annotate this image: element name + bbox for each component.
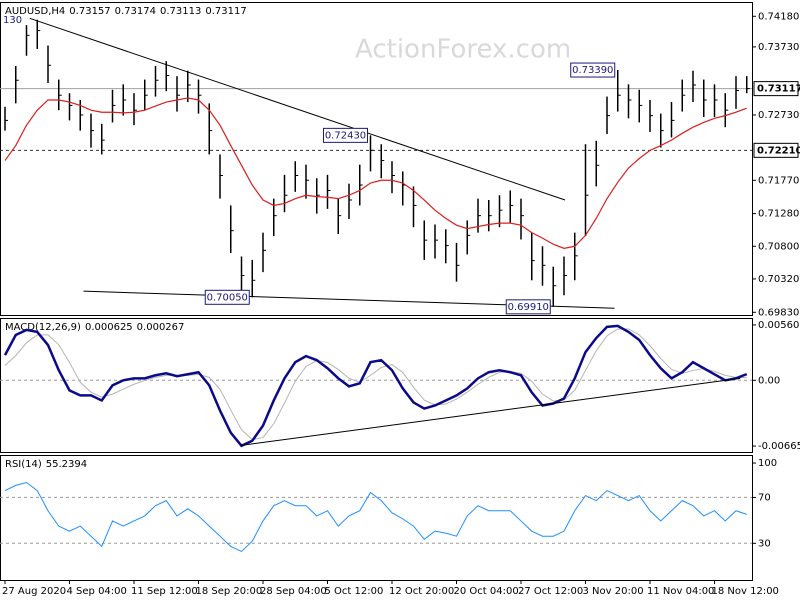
panel-frame [0,455,753,581]
panel-title: AUDUSD,H4 [5,6,65,17]
header-value: 0.000267 [137,322,185,333]
corner-label: 130 [3,15,22,26]
moving-average [4,97,747,249]
panel-header: MACD(12,26,9) 0.000625 0.000267 [5,322,184,333]
price-level-label: 0.73117 [757,84,800,95]
x-tick-label: 5 Oct 12:00 [325,586,384,597]
price-level-box [753,81,799,97]
x-tick-label: 27 Aug 2020 [2,586,66,597]
y-tick-label: 0.71280 [758,209,799,220]
macd-line [3,324,748,448]
y-tick-label: 0.74180 [758,11,799,22]
x-tick-label: 12 Oct 20:00 [389,586,454,597]
header-value: 0.73117 [205,6,246,17]
trend-line [29,17,566,201]
panel-title: MACD(12,26,9) [5,322,81,333]
rsi-line [4,481,747,553]
y-tick-label: 30 [758,538,771,549]
x-tick-label: 11 Sep 12:00 [131,586,198,597]
y-tick-label: 0.72730 [758,110,799,121]
annotation-box [570,62,616,78]
x-tick-label: 27 Oct 12:00 [518,586,583,597]
x-tick-label: 18 Sep 20:00 [196,586,263,597]
panel-title: RSI(14) [5,459,42,470]
annotation-label: 0.72430 [325,130,366,141]
x-tick-label: 3 Nov 20:00 [583,586,644,597]
annotation-label: 0.70050 [207,292,248,303]
x-tick-label: 20 Oct 04:00 [454,586,519,597]
x-tick-label: 18 Nov 12:00 [712,586,779,597]
header-value: 0.73174 [115,6,156,17]
annotation-label: 0.69910 [508,302,549,313]
header-value: 0.73157 [69,6,110,17]
panel-frame [0,318,753,453]
x-tick-label: 11 Nov 04:00 [647,586,714,597]
y-tick-label: 70 [758,492,771,503]
header-value: 0.000625 [85,322,133,333]
trend-line [240,377,741,446]
annotation-label: 0.73390 [572,65,613,76]
watermark: ActionForex.com [355,35,571,65]
x-tick-label: 4 Sep 04:00 [67,586,127,597]
y-tick-label: 0.73730 [758,42,799,53]
panel-frame [0,2,753,316]
x-tick-label: 28 Sep 04:00 [260,586,327,597]
annotation-box [323,127,368,143]
y-tick-label: 0.69830 [758,307,799,318]
panel-header: RSI(14) 55.2394 [5,459,87,470]
y-tick-label: 0.00 [758,375,780,386]
y-tick-label: -0.006656 [758,441,800,452]
annotation-box [505,299,551,315]
price-level-box [753,142,799,158]
panel-header: AUDUSD,H4 0.73157 0.73174 0.73113 0.73117 [5,6,247,17]
y-tick-label: 0.71770 [758,175,799,186]
price-level-label: 0.72210 [757,145,800,156]
header-value: 55.2394 [46,459,87,470]
y-tick-label: 100 [758,458,777,469]
y-tick-label: 0.70800 [758,241,799,252]
annotation-box [204,289,250,305]
y-tick-label: 0.70320 [758,274,799,285]
header-value: 0.73113 [160,6,201,17]
y-tick-label: 0.005607 [758,320,800,331]
